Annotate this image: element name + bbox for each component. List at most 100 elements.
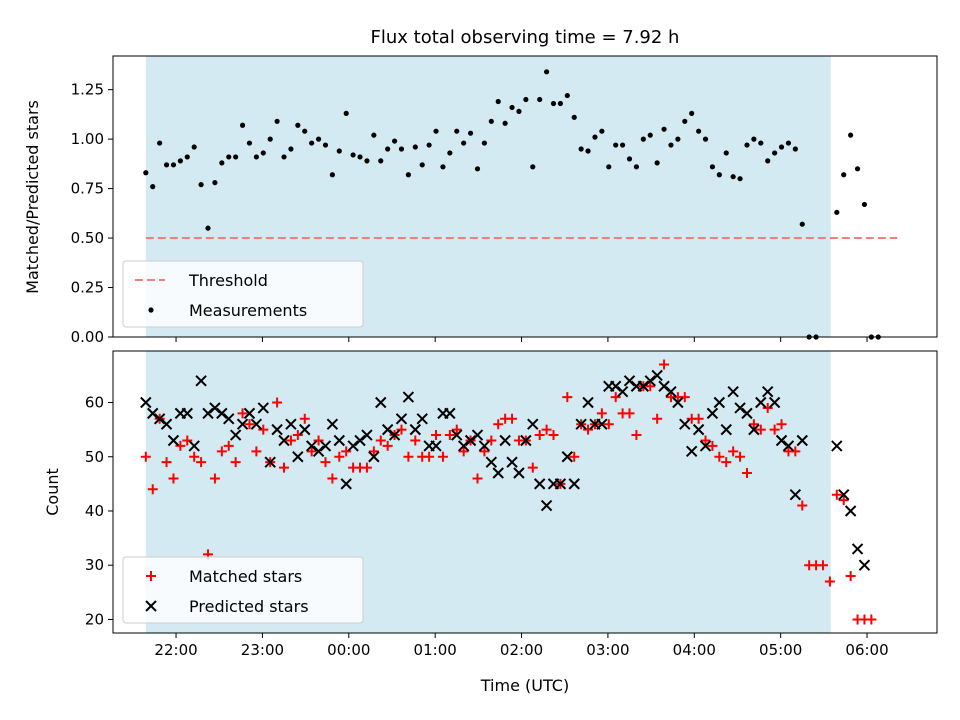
predicted-star-point [513,467,525,479]
measurement-point [481,140,488,146]
matched-star-point [845,571,856,582]
measurement-point [447,150,453,156]
measurement-point [543,69,550,75]
measurement-point [654,160,660,166]
measurement-point [212,180,218,186]
predicted-star-point [720,423,732,436]
measurement-point [253,154,259,160]
y-tick-label: 50 [85,448,104,466]
measurement-point [150,184,156,190]
measurement-point [309,140,315,146]
matched-star-point [431,430,442,441]
matched-star-point [368,446,379,457]
ratio-plot-area [112,55,938,338]
predicted-star-point [444,407,456,420]
measurement-point [267,136,273,142]
predicted-star-point [568,478,580,490]
measurement-point [661,126,667,132]
matched-star-point [714,451,725,462]
predicted-star-point [575,418,587,430]
matched-star-point [451,424,462,435]
matched-star-point [320,457,331,468]
matched-star-point [631,430,642,441]
predicted-star-point [312,445,325,458]
matched-star-point [507,413,518,424]
matched-star-point [279,462,290,473]
measurement-point [509,104,515,111]
predicted-star-point [672,396,684,409]
measurement-point [281,154,287,160]
matched-star-point [493,419,504,430]
measurement-point [433,128,439,134]
predicted-star-point [457,440,470,452]
measurement-point [398,146,405,152]
matched-star-point [272,397,283,408]
measurement-point [322,142,329,148]
y-tick-label: 1.25 [71,81,104,99]
measurement-point [315,136,322,142]
predicted-star-point [216,407,228,420]
measurement-point [696,128,702,134]
measurement-point [585,148,591,154]
matched-star-point [424,451,435,462]
measurement-point [419,162,425,168]
measurement-point [730,174,736,180]
matched-star-point [444,430,455,441]
predicted-star-point [416,413,428,425]
legend-measurement-swatch [148,307,154,313]
measurement-point [170,162,177,168]
matched-star-point [790,446,801,457]
predicted-star-point [623,375,636,387]
measurement-point [385,146,391,152]
measurement-point [571,114,577,120]
predicted-star-point [748,423,760,436]
predicted-star-point [637,380,650,392]
measurement-point [246,140,253,146]
count-panel: Count Time (UTC) 22:00 23:00 00:00 01:00 02:… [43,350,938,695]
measurement-point [405,172,411,178]
measurement-point [302,128,308,134]
matched-star-point [382,440,393,451]
ratio-panel: Matched/Predicted stars 0.00 0.25 0.50 0.75… [23,55,938,346]
matched-star-point [458,446,469,457]
matched-star-point [735,451,746,462]
matched-star-point [140,451,151,462]
predicted-star-point [243,407,256,420]
predicted-star-point [755,396,767,409]
predicted-star-point [160,418,173,430]
predicted-star-point [734,402,746,414]
matched-star-point [562,392,573,403]
legend-label: Matched stars [189,567,302,586]
predicted-star-point [305,440,318,452]
matched-star-point [707,440,718,451]
matched-star-point [824,576,835,587]
predicted-star-point [741,407,753,420]
y-tick-label: 40 [85,502,104,520]
measurement-point [274,118,280,124]
predicted-star-point [147,407,159,420]
measurement-point [205,225,211,231]
matched-star-point [189,451,200,462]
measurement-point [772,150,778,156]
predicted-star-point [430,440,442,452]
measurement-point [613,142,619,148]
measurement-point [177,158,183,164]
measurement-point [758,140,764,146]
matched-star-point [472,473,483,484]
predicted-star-point [181,407,193,420]
x-axis-label: Time (UTC) [480,676,569,695]
measurement-point [557,100,564,107]
predicted-star-point [706,407,719,420]
y-tick-label: 0.75 [71,180,104,198]
predicted-star-point [354,434,366,447]
predicted-star-point [257,402,269,414]
predicted-star-point [478,440,491,452]
predicted-star-point [699,440,712,452]
predicted-star-point [561,451,574,463]
predicted-star-point [582,396,594,409]
measurement-point [564,92,570,99]
matched-star-point [334,451,345,462]
y-tick-label: 20 [85,610,104,628]
predicted-star-point [368,451,380,463]
x-tick-label: 01:00 [414,641,457,659]
